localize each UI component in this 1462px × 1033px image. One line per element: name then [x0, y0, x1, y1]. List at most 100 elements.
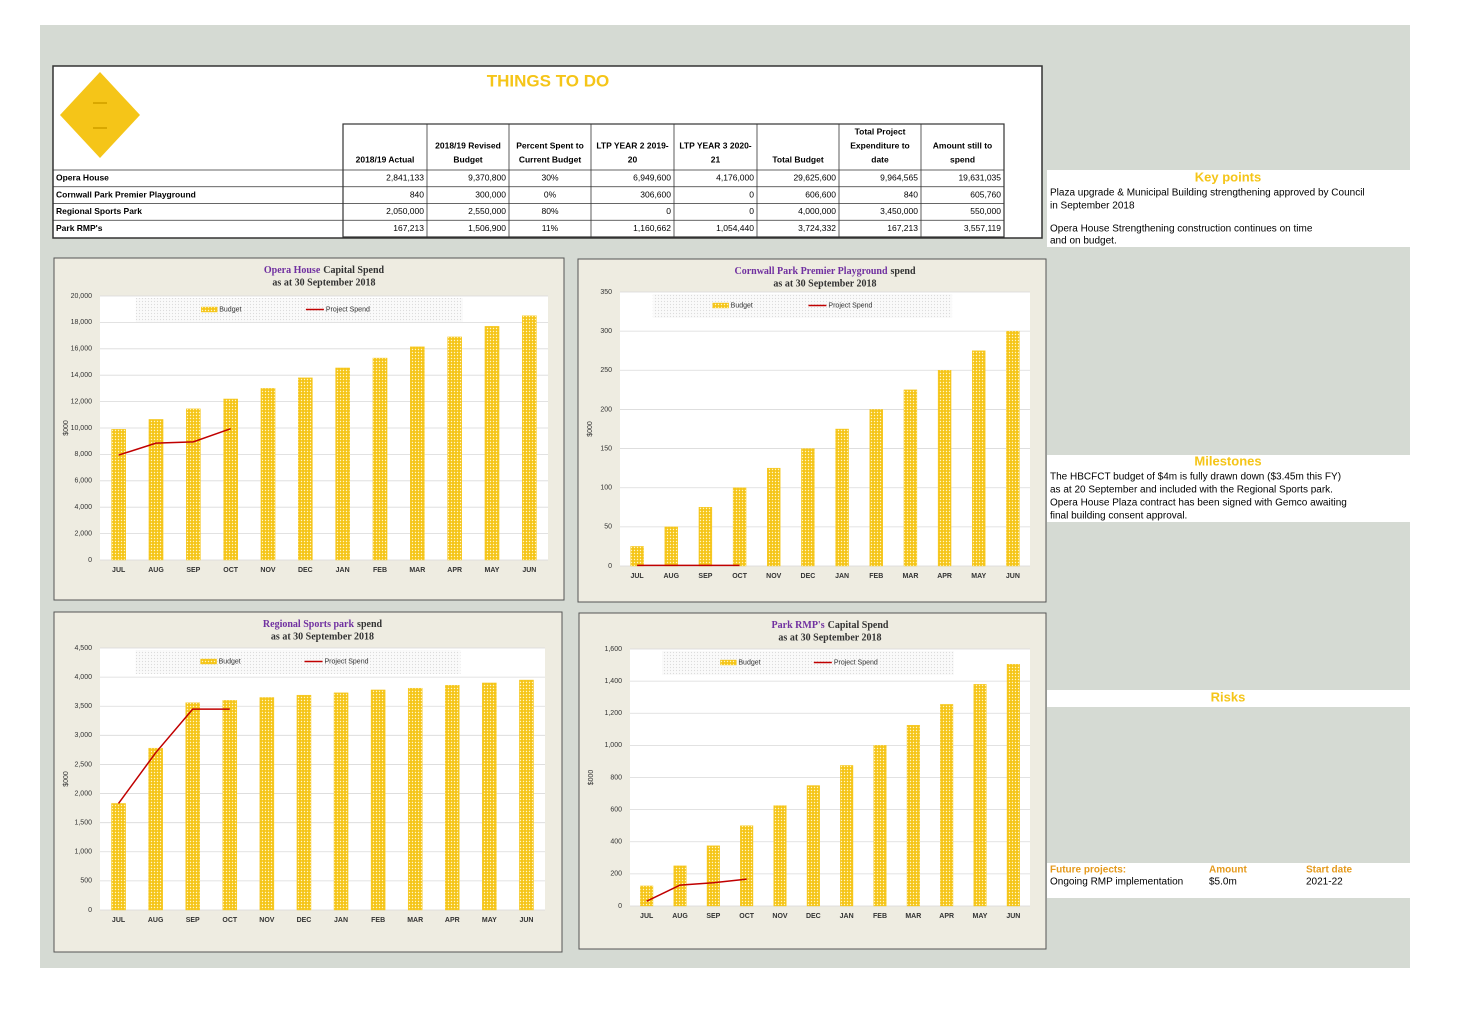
x-tick-label: FEB — [873, 913, 887, 920]
legend-label: Project Spend — [834, 659, 878, 666]
bar — [185, 702, 200, 911]
bar — [335, 367, 350, 561]
table-column-header: Amount still to — [933, 140, 993, 150]
y-tick-label: 1,000 — [74, 849, 92, 856]
table-cell: 80% — [541, 206, 558, 216]
x-tick-label: FEB — [371, 917, 385, 924]
bar — [148, 747, 163, 911]
y-tick-label: 14,000 — [71, 372, 93, 379]
y-tick-label: 1,400 — [604, 678, 622, 685]
x-tick-label: SEP — [698, 573, 712, 580]
x-tick-label: DEC — [801, 573, 816, 580]
y-axis-label: $000 — [63, 771, 70, 787]
table-cell: 1,160,662 — [633, 223, 671, 233]
bar — [222, 700, 238, 911]
table-cell: 19,631,035 — [958, 173, 1001, 183]
legend-box — [135, 298, 463, 322]
y-axis-label: $000 — [587, 421, 594, 437]
y-tick-label: 4,000 — [74, 674, 92, 681]
table-cell: 1,506,900 — [468, 223, 506, 233]
y-tick-label: 50 — [604, 524, 612, 531]
legend-swatch — [201, 306, 218, 313]
future-header: Amount — [1209, 865, 1247, 876]
table-box — [52, 65, 1043, 239]
table-column-header: Expenditure to — [850, 140, 910, 150]
table-cell: 9,964,565 — [880, 173, 918, 183]
key-point-line: in September 2018 — [1050, 201, 1135, 212]
bar — [482, 682, 497, 911]
milestone-line: Opera House Plaza contract has been sign… — [1050, 498, 1347, 509]
x-tick-label: AUG — [663, 573, 679, 580]
x-tick-label: MAY — [971, 573, 986, 580]
y-tick-label: 1,200 — [604, 710, 622, 717]
table-cell: 606,600 — [805, 189, 836, 199]
x-tick-label: MAY — [482, 917, 497, 924]
table-column-header: Budget — [453, 154, 482, 164]
key-point-line: Opera House Strengthening construction c… — [1050, 224, 1313, 235]
chart-title: Cornwall Park Premier Playground spend — [734, 266, 916, 277]
chart-title-rest: spend — [891, 266, 916, 277]
table-column-header: Total Project — [855, 126, 906, 136]
table-row-label: Cornwall Park Premier Playground — [56, 189, 196, 199]
bar — [370, 689, 386, 911]
y-tick-label: 4,000 — [74, 504, 92, 511]
y-tick-label: 1,500 — [74, 820, 92, 827]
table-cell: 6,949,600 — [633, 173, 671, 183]
bar — [445, 685, 460, 911]
milestones-band — [1047, 455, 1410, 522]
key-point-line: Plaza upgrade & Municipal Building stren… — [1050, 188, 1365, 199]
y-tick-label: 300 — [600, 328, 612, 335]
y-tick-label: 800 — [610, 774, 622, 781]
y-tick-label: 3,500 — [74, 703, 92, 710]
bar — [484, 326, 500, 561]
milestones-title: Milestones — [1194, 453, 1261, 468]
y-tick-label: 10,000 — [71, 425, 93, 432]
legend-label: Project Spend — [326, 306, 370, 313]
y-tick-label: 6,000 — [74, 478, 92, 485]
future-cell: $5.0m — [1209, 877, 1237, 888]
table-column-header: Total Budget — [772, 154, 823, 164]
chart-title-rest: Capital Spend — [323, 265, 384, 276]
risks-band — [1047, 690, 1410, 707]
future-header: Future projects: — [1050, 865, 1126, 876]
y-tick-label: 200 — [610, 871, 622, 878]
bar — [630, 546, 644, 567]
y-tick-label: 4,500 — [74, 645, 92, 652]
y-tick-label: 0 — [88, 907, 92, 914]
chart-title-highlight: Cornwall Park Premier Playground — [734, 266, 887, 277]
legend-box — [652, 294, 953, 318]
milestone-line: as at 20 September and included with the… — [1050, 485, 1333, 496]
table-cell: 29,625,600 — [793, 173, 836, 183]
table-cell: 4,176,000 — [716, 173, 754, 183]
bar — [806, 785, 820, 907]
table-cell: 30% — [541, 173, 558, 183]
line-series — [117, 708, 230, 804]
line-series — [646, 878, 747, 902]
chart-title-highlight: Regional Sports park — [263, 619, 355, 630]
bar — [873, 745, 887, 907]
bar — [840, 765, 854, 907]
bar — [973, 684, 987, 907]
bar — [767, 467, 781, 567]
x-tick-label: SEP — [186, 567, 200, 574]
y-tick-label: 2,000 — [74, 530, 92, 537]
x-tick-label: DEC — [806, 913, 821, 920]
table-column-header: 2018/19 Actual — [356, 154, 415, 164]
x-tick-label: JUN — [1006, 913, 1020, 920]
y-tick-label: 150 — [600, 445, 612, 452]
table-cell: 1,054,440 — [716, 223, 754, 233]
x-tick-label: OCT — [739, 913, 755, 920]
x-tick-label: MAR — [409, 567, 425, 574]
table-row-label: Opera House — [56, 173, 109, 183]
x-tick-label: JUN — [522, 567, 536, 574]
y-tick-label: 600 — [610, 806, 622, 813]
milestone-line: final building consent approval. — [1050, 511, 1187, 522]
plot-area — [100, 648, 545, 910]
x-tick-label: OCT — [223, 567, 239, 574]
table-column-header: 2018/19 Revised — [435, 140, 501, 150]
y-tick-label: 200 — [600, 406, 612, 413]
table-column-header: LTP YEAR 3 2020- — [679, 140, 751, 150]
x-tick-label: JUL — [112, 917, 126, 924]
table-cell: 3,557,119 — [964, 223, 1001, 233]
x-tick-label: APR — [937, 573, 952, 580]
